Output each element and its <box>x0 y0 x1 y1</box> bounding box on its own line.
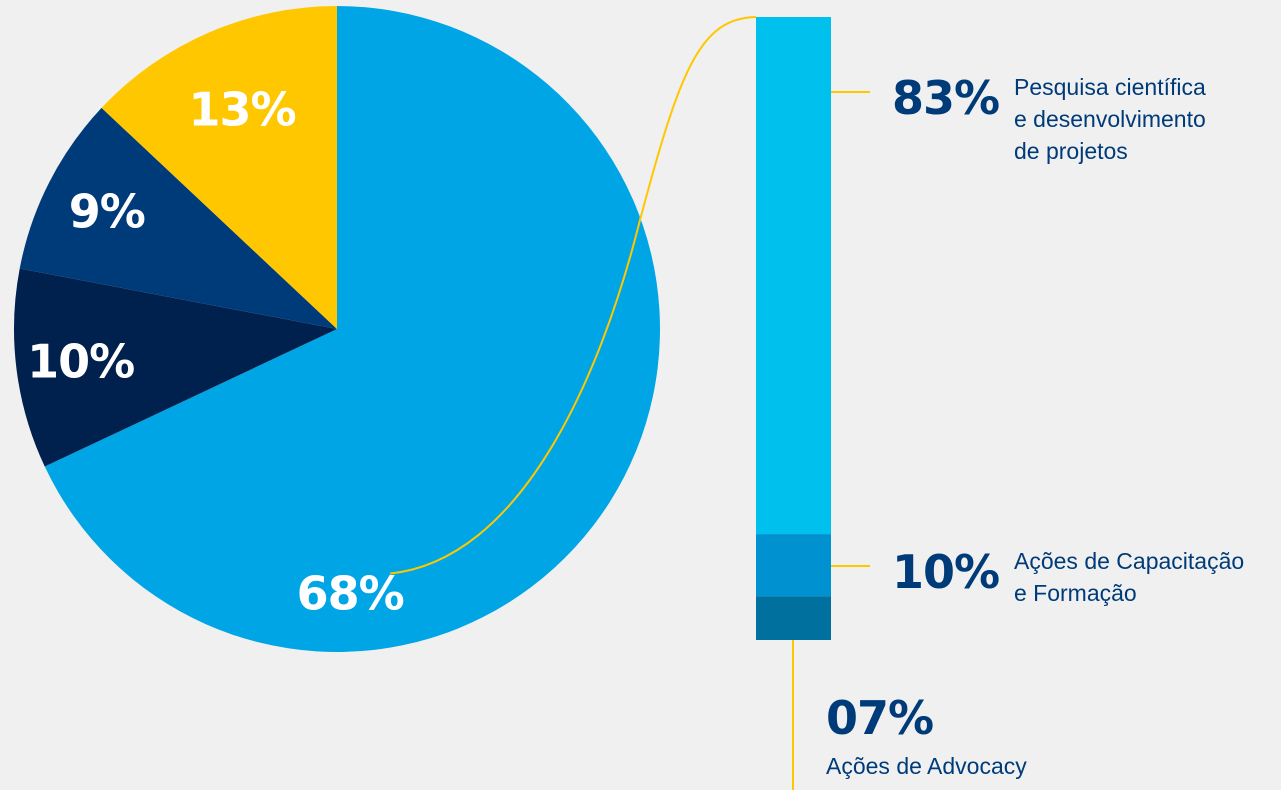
bar-segment-name: e desenvolvimento <box>1014 106 1206 132</box>
bar-segment-name: Ações de Capacitação <box>1014 548 1244 574</box>
bar-segment-83 <box>756 17 831 535</box>
pie-slice-label: 9% <box>69 185 145 239</box>
pie-slice-label: 13% <box>189 83 296 137</box>
pie-slice-9 <box>19 107 337 329</box>
breakdown-connector-curve <box>390 16 757 575</box>
bar-segment-name: Ações de Advocacy <box>826 753 1027 779</box>
bar-segment-name: Pesquisa científica <box>1014 74 1206 100</box>
pie-slice-10 <box>13 268 337 467</box>
pie-chart <box>13 6 660 652</box>
bar-segment-percent: 83% <box>892 71 999 125</box>
pie-slice-13 <box>101 6 337 329</box>
bar-segment-name: e Formação <box>1014 580 1137 606</box>
bar-segment-percent: 10% <box>892 545 999 599</box>
chart-labels: 68% 10% 9% 13% 83% Pesquisa científica e desen… <box>27 71 1244 779</box>
stacked-bar-chart <box>756 17 831 640</box>
bar-segment-name: de projetos <box>1014 138 1128 164</box>
pie-slice-68 <box>44 6 660 652</box>
pie-slice-label: 68% <box>297 567 404 621</box>
pie-slice-label: 10% <box>27 334 134 388</box>
bar-segment-10 <box>756 534 831 597</box>
bar-segment-percent: 07% <box>826 691 933 745</box>
bar-segment-7 <box>756 596 831 640</box>
